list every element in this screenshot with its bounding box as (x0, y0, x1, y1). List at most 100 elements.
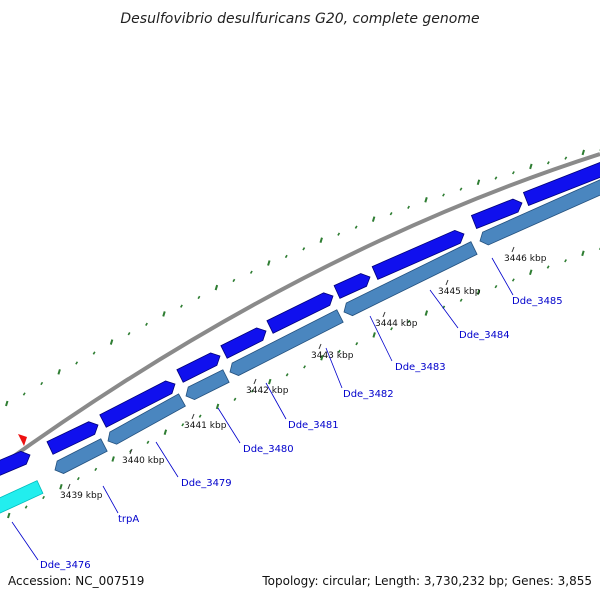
forward-gene-arrow[interactable] (46, 421, 99, 455)
gene-label[interactable]: trpA (118, 514, 139, 525)
reverse-gene-arrow[interactable] (479, 177, 600, 246)
gene-leader-line (11, 521, 39, 561)
kbp-tick (511, 246, 515, 253)
kbp-tick (318, 343, 322, 350)
reverse-strand-genes (0, 177, 600, 514)
tick-mark (371, 216, 376, 222)
tick-mark (319, 237, 323, 243)
tick-mark (22, 392, 26, 396)
tick-mark (284, 254, 288, 259)
kbp-label: 3439 kbp (60, 491, 103, 501)
gene-leader-line (429, 289, 459, 329)
tick-mark (511, 278, 515, 282)
tick-mark (109, 339, 114, 345)
tick-mark (390, 327, 393, 331)
genome-summary-text: Topology: circular; Length: 3,730,232 bp… (261, 574, 592, 588)
gene-label[interactable]: Dde_3485 (512, 296, 563, 307)
tick-mark (459, 187, 463, 191)
kbp-label: 3442 kbp (246, 386, 289, 396)
tick-mark (76, 476, 80, 481)
tick-mark (407, 205, 411, 209)
tick-mark (111, 456, 115, 462)
tick-mark (476, 179, 481, 186)
gene-label[interactable]: Dde_3476 (40, 560, 91, 571)
gene-label[interactable]: Dde_3484 (459, 330, 510, 341)
tick-mark (163, 429, 168, 436)
forward-gene-arrow[interactable] (99, 380, 176, 428)
tick-mark (354, 225, 358, 229)
gene-label[interactable]: Dde_3480 (243, 444, 294, 455)
tick-mark (581, 149, 585, 156)
gene-label[interactable]: Dde_3481 (288, 420, 339, 431)
tick-mark (249, 270, 253, 274)
gene-label[interactable]: Dde_3479 (181, 478, 232, 489)
forward-gene-arrow[interactable] (266, 292, 334, 334)
tick-mark (181, 423, 185, 427)
kbp-tick (445, 279, 449, 286)
tick-mark (92, 351, 96, 355)
tick-mark (337, 349, 341, 353)
tick-mark (232, 278, 236, 283)
forward-gene-arrow[interactable] (220, 327, 267, 359)
tick-mark (494, 284, 498, 289)
tick-mark (94, 467, 98, 472)
kbp-label: 3440 kbp (122, 456, 165, 466)
tick-mark (476, 289, 481, 295)
gene-leader-line (265, 382, 287, 420)
kbp-tick (253, 378, 257, 385)
tick-mark (424, 197, 428, 203)
tick-mark (146, 440, 150, 444)
tick-mark (267, 260, 271, 266)
forward-gene-arrow[interactable] (176, 352, 221, 383)
reverse-gene-arrow[interactable] (54, 438, 108, 474)
tick-mark (180, 304, 183, 308)
tick-mark (42, 495, 45, 500)
tick-mark (215, 403, 220, 410)
tick-mark (40, 381, 44, 386)
tick-mark (494, 176, 498, 180)
gene-leader-line (102, 485, 119, 514)
gene-label[interactable]: Dde_3482 (343, 389, 394, 400)
gene-leader-line (325, 347, 343, 389)
forward-gene-arrow[interactable] (522, 161, 600, 207)
reverse-gene-arrow[interactable] (229, 309, 344, 376)
tick-mark (529, 269, 533, 276)
tick-mark (268, 378, 272, 385)
map-title: Desulfovibrio desulfuricans G20, complet… (120, 11, 479, 27)
forward-gene-arrow[interactable] (470, 198, 523, 230)
kbp-label: 3444 kbp (375, 319, 418, 329)
kbp-scale: 3439 kbp 3440 kbp 3441 kbp 3442 kbp 3443 kbp… (60, 246, 547, 501)
tick-mark (285, 373, 289, 377)
tick-marks (5, 149, 600, 519)
forward-gene-arrow[interactable] (333, 273, 371, 299)
tick-mark (233, 397, 237, 401)
tick-mark (424, 310, 429, 316)
kbp-tick (129, 448, 133, 455)
tick-mark (511, 171, 515, 175)
kbp-label: 3445 kbp (438, 287, 481, 297)
highlighted-gene-arrow[interactable] (0, 480, 44, 514)
tick-mark (302, 247, 306, 251)
tick-mark (389, 212, 393, 216)
reverse-gene-arrow[interactable] (185, 369, 230, 401)
gene-leader-line (369, 315, 393, 362)
reverse-gene-arrow[interactable] (107, 393, 186, 445)
tick-mark (355, 342, 359, 346)
tick-mark (337, 232, 341, 236)
kbp-tick (191, 413, 195, 420)
tick-mark (564, 259, 567, 263)
kbp-label: 3446 kbp (504, 254, 547, 264)
reverse-gene-arrow[interactable] (343, 241, 478, 317)
tick-mark (303, 365, 306, 369)
gene-leader-line (155, 441, 179, 478)
tick-mark (198, 414, 202, 418)
kbp-label: 3441 kbp (184, 421, 227, 431)
tick-mark (546, 161, 550, 165)
tick-mark (214, 284, 219, 291)
forward-gene-arrow[interactable] (0, 450, 31, 478)
forward-strand-genes (0, 161, 600, 478)
gene-label[interactable]: Dde_3483 (395, 362, 446, 373)
tick-mark (24, 505, 28, 509)
tick-mark (127, 332, 131, 336)
forward-gene-arrow[interactable] (371, 229, 465, 280)
